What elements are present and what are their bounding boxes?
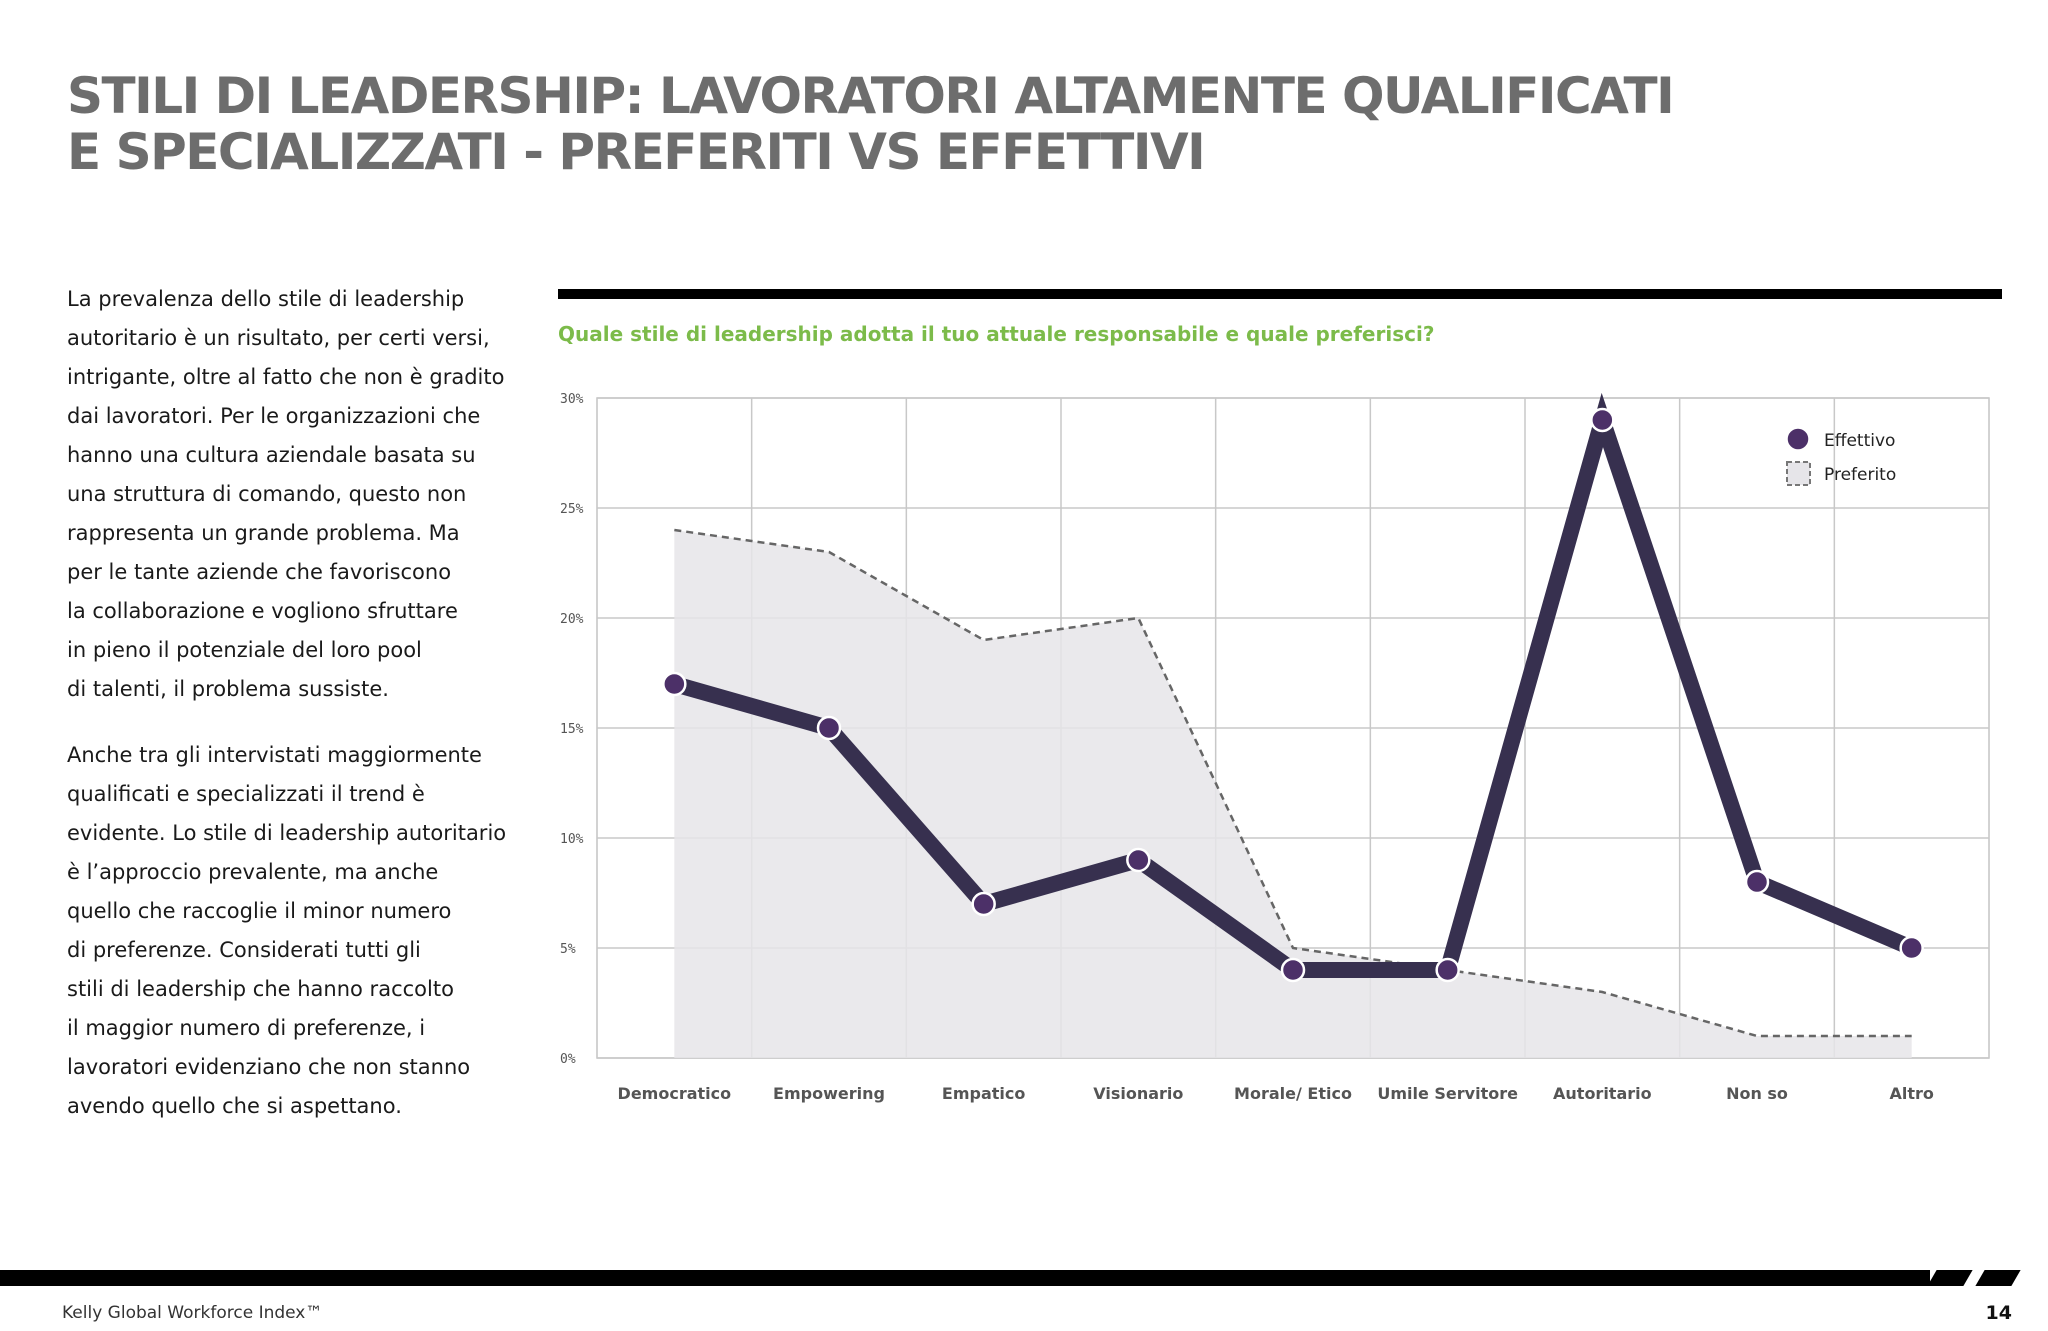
text-line: di talenti, il problema sussiste. bbox=[67, 677, 389, 701]
effettivo-point bbox=[971, 891, 996, 917]
text-line: lavoratori evidenziano che non stanno bbox=[67, 1055, 471, 1079]
text-line: la collaborazione e vogliono sfruttare bbox=[67, 599, 458, 623]
x-tick-label: Altro bbox=[1889, 1084, 1933, 1103]
page-title: STILI DI LEADERSHIP: LAVORATORI ALTAMENT… bbox=[67, 68, 1767, 180]
x-tick-label: Morale/ Etico bbox=[1234, 1084, 1352, 1103]
preferred-series-line bbox=[674, 528, 1912, 1038]
legend-effettivo-label: Effettivo bbox=[1824, 431, 1895, 451]
effettivo-point bbox=[1590, 407, 1615, 433]
text-line: per le tante aziende che favoriscono bbox=[67, 560, 452, 584]
y-tick-label: 30% bbox=[560, 392, 584, 407]
text-line: Anche tra gli intervistati maggiormente bbox=[67, 743, 482, 767]
legend-preferito-label: Preferito bbox=[1824, 465, 1896, 485]
legend-preferito-marker bbox=[1786, 461, 1811, 486]
text-line: dai lavoratori. Per le organizzazioni ch… bbox=[67, 404, 481, 428]
effettivo-point bbox=[662, 671, 687, 697]
page-title-line-1: STILI DI LEADERSHIP: LAVORATORI ALTAMENT… bbox=[67, 67, 1675, 125]
x-tick-label: Empowering bbox=[773, 1084, 885, 1103]
text-line: il maggior numero di preferenze, i bbox=[67, 1016, 426, 1040]
text-line: di preferenze. Considerati tutti gli bbox=[67, 938, 421, 962]
x-tick-label: Umile Servitore bbox=[1377, 1084, 1518, 1103]
y-tick-label: 15% bbox=[560, 722, 584, 737]
effettivo-point bbox=[1126, 847, 1151, 873]
x-tick-label: Autoritario bbox=[1553, 1084, 1652, 1103]
footer-slash-decoration bbox=[1975, 1270, 2021, 1286]
text-line: in pieno il potenziale del loro pool bbox=[67, 638, 422, 662]
x-tick-label: Democratico bbox=[618, 1084, 732, 1103]
text-line: rappresenta un grande problema. Ma bbox=[67, 521, 460, 545]
text-line: avendo quello che si aspettano. bbox=[67, 1094, 402, 1118]
effettivo-point bbox=[1435, 957, 1460, 983]
text-line: quello che raccoglie il minor numero bbox=[67, 899, 452, 923]
text-line: hanno una cultura aziendale basata su bbox=[67, 443, 476, 467]
page-title-line-2: E SPECIALIZZATI - PREFERITI VS EFFETTIVI bbox=[67, 123, 1206, 181]
y-tick-label: 0% bbox=[560, 1052, 576, 1067]
x-tick-label: Empatico bbox=[942, 1084, 1025, 1103]
text-line: una struttura di comando, questo non bbox=[67, 482, 467, 506]
text-line: La prevalenza dello stile di leadership bbox=[67, 287, 465, 311]
y-tick-label: 25% bbox=[560, 502, 584, 517]
text-line: qualificati e specializzati il trend è bbox=[67, 782, 425, 806]
footer-brand: Kelly Global Workforce Index™ bbox=[62, 1303, 323, 1323]
effettivo-point bbox=[816, 715, 842, 741]
preferred-area bbox=[674, 530, 1912, 1058]
body-paragraph-1: La prevalenza dello stile di leadership … bbox=[67, 280, 507, 709]
x-tick-label: Non so bbox=[1726, 1084, 1788, 1103]
effettivo-point bbox=[1280, 957, 1306, 983]
effettivo-point bbox=[1744, 869, 1770, 895]
text-line: stili di leadership che hanno raccolto bbox=[67, 977, 454, 1001]
text-line: è l’approccio prevalente, ma anche bbox=[67, 860, 439, 884]
chart-title: Quale stile di leadership adotta il tuo … bbox=[558, 322, 1435, 346]
footer-rule bbox=[0, 1270, 1930, 1286]
legend-effettivo-marker bbox=[1786, 427, 1810, 451]
chart-top-rule bbox=[558, 289, 2002, 299]
footer-slash-decoration bbox=[1927, 1270, 1973, 1286]
body-paragraph-2: Anche tra gli intervistati maggiormente … bbox=[67, 736, 507, 1126]
x-tick-label: Visionario bbox=[1093, 1084, 1183, 1103]
y-tick-label: 10% bbox=[560, 832, 584, 847]
y-tick-label: 20% bbox=[560, 612, 584, 627]
text-line: autoritario è un risultato, per certi ve… bbox=[67, 326, 490, 350]
y-tick-label: 5% bbox=[560, 942, 576, 957]
effettivo-point bbox=[1899, 935, 1924, 961]
page-number: 14 bbox=[1985, 1302, 2012, 1324]
text-line: evidente. Lo stile di leadership autorit… bbox=[67, 821, 507, 845]
text-line: intrigante, oltre al fatto che non è gra… bbox=[67, 365, 505, 389]
leadership-styles-chart: 0% 5% 10% 15% 20% 25% 30% Democratico Empowering… bbox=[560, 392, 1990, 1103]
